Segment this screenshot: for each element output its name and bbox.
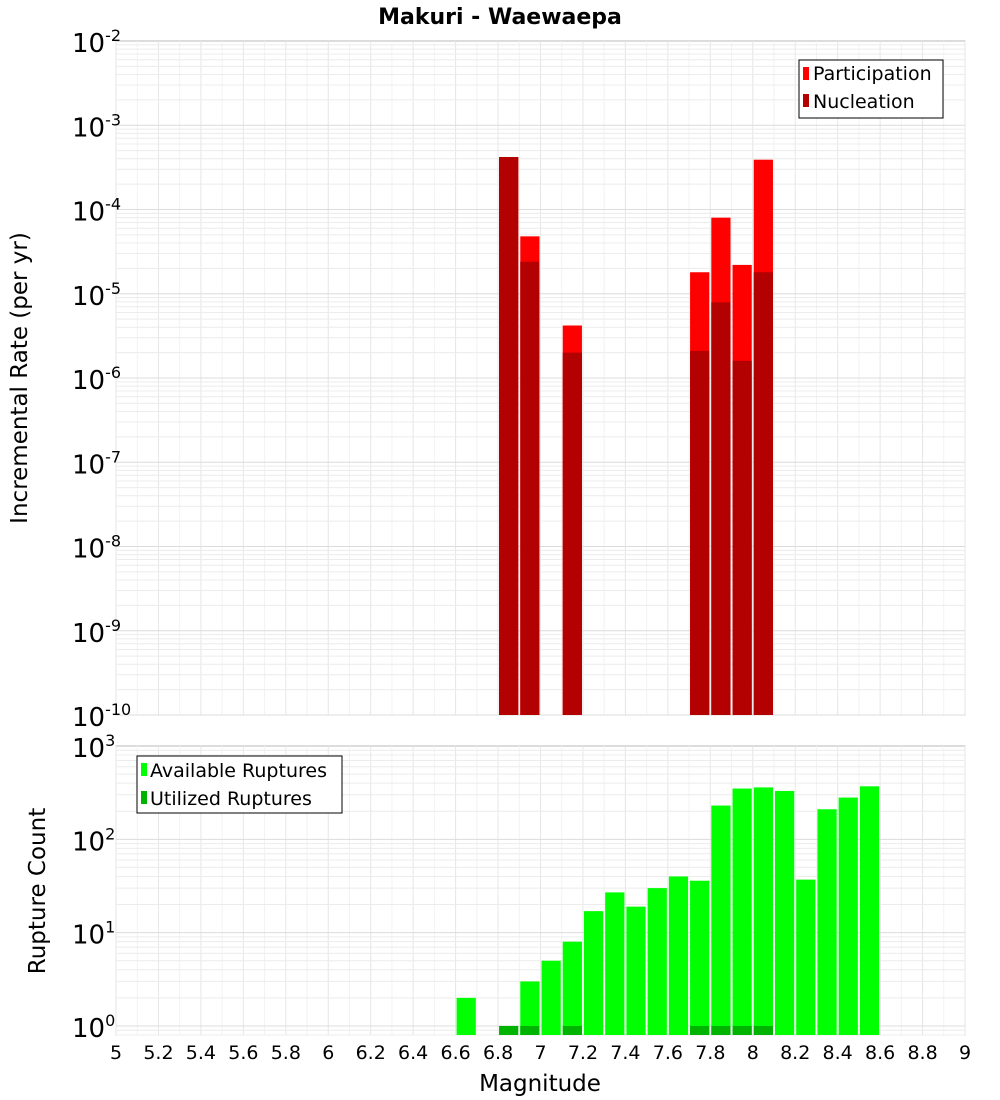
x-tick-label: 5.6: [228, 1042, 258, 1064]
legend-label-utilized: Utilized Ruptures: [150, 788, 312, 810]
bar-utilized-ruptures: [520, 1025, 540, 1035]
top-y-tick-labels: 10-10 10-9 10-8 10-7 10-6 10-5 10-4 10-3 10-2: [72, 26, 131, 733]
bar-available-ruptures: [859, 786, 880, 1035]
top-legend-box: [798, 59, 944, 119]
x-tick-label: 9: [959, 1042, 971, 1064]
y-tick-label: 10-8: [72, 532, 121, 565]
top-y-axis-label: Incremental Rate (per yr): [7, 232, 33, 524]
bottom-panel: 100 101 102 103 5 5.2 5.4 5.6 5.8 6 6.2 6.4 6.6 6.8 7…: [25, 731, 971, 1097]
bar-available-ruptures: [647, 888, 667, 1035]
x-tick-label: 8.6: [865, 1042, 895, 1064]
y-tick-label: 10-9: [72, 616, 121, 649]
bar-utilized-ruptures: [499, 1025, 519, 1035]
y-tick-label: 103: [72, 731, 115, 764]
bar-utilized-ruptures: [753, 1025, 773, 1035]
top-bars: [499, 156, 773, 716]
y-tick-label: 10-7: [72, 447, 121, 480]
x-tick-label: 7: [534, 1042, 546, 1064]
top-panel: 10-10 10-9 10-8 10-7 10-6 10-5 10-4 10-3 10-2 In…: [7, 26, 966, 733]
y-tick-label: 10-4: [72, 195, 121, 228]
bar-available-ruptures: [562, 941, 582, 1035]
bar-nucleation: [499, 156, 519, 716]
x-tick-label: 6.8: [483, 1042, 513, 1064]
x-tick-label: 6.2: [356, 1042, 386, 1064]
x-tick-label: 8: [747, 1042, 759, 1064]
y-tick-label: 100: [72, 1011, 115, 1044]
y-tick-label: 10-6: [72, 363, 121, 396]
bar-available-ruptures: [583, 911, 604, 1035]
y-tick-label: 101: [72, 918, 115, 951]
bar-nucleation: [562, 352, 582, 715]
bottom-y-tick-labels: 100 101 102 103: [72, 731, 115, 1044]
bar-available-ruptures: [690, 880, 710, 1035]
x-tick-label: 6: [322, 1042, 334, 1064]
x-tick-labels: 5 5.2 5.4 5.6 5.8 6 6.2 6.4 6.6 6.8 7 7.2 7.4 7.6 7.8 8…: [110, 1042, 971, 1064]
bar-available-ruptures: [753, 787, 773, 1035]
bottom-bars: [456, 786, 880, 1035]
y-tick-label: 10-2: [72, 26, 121, 59]
x-tick-label: 8.2: [780, 1042, 810, 1064]
chart-title: Makuri - Waewaepa: [378, 5, 622, 30]
x-tick-label: 6.6: [440, 1042, 470, 1064]
top-grid: [115, 41, 966, 716]
bar-available-ruptures: [732, 788, 752, 1035]
bottom-legend: Available Ruptures Utilized Ruptures: [136, 755, 343, 814]
x-tick-label: 7.6: [653, 1042, 683, 1064]
legend-swatch-participation: [803, 67, 809, 80]
x-tick-label: 8.4: [823, 1042, 853, 1064]
y-tick-label: 10-5: [72, 279, 121, 312]
legend-label-participation: Participation: [813, 63, 932, 85]
x-axis-label: Magnitude: [479, 1071, 601, 1097]
x-tick-label: 6.4: [398, 1042, 428, 1064]
bar-utilized-ruptures: [732, 1025, 752, 1035]
legend-label-nucleation: Nucleation: [813, 91, 915, 113]
bar-nucleation: [690, 350, 710, 715]
x-tick-label: 7.8: [695, 1042, 725, 1064]
bar-nucleation: [753, 272, 773, 715]
y-tick-label: 10-10: [72, 700, 131, 733]
bar-utilized-ruptures: [711, 1025, 731, 1035]
bar-nucleation: [732, 360, 752, 715]
x-tick-label: 8.8: [907, 1042, 937, 1064]
bar-available-ruptures: [774, 790, 795, 1035]
bar-available-ruptures: [838, 797, 858, 1035]
bar-available-ruptures: [668, 876, 689, 1035]
x-tick-label: 7.4: [610, 1042, 640, 1064]
x-tick-label: 5.2: [143, 1042, 173, 1064]
bar-available-ruptures: [456, 997, 476, 1035]
y-tick-label: 10-3: [72, 110, 121, 143]
x-tick-label: 5: [110, 1042, 122, 1064]
bar-utilized-ruptures: [690, 1025, 710, 1035]
legend-swatch-utilized: [141, 791, 147, 804]
bar-available-ruptures: [796, 879, 816, 1035]
bar-available-ruptures: [541, 960, 561, 1035]
bottom-legend-box: [136, 755, 343, 814]
x-tick-label: 7.2: [568, 1042, 598, 1064]
legend-swatch-nucleation: [803, 94, 809, 107]
bar-available-ruptures: [711, 805, 731, 1035]
bar-nucleation: [711, 302, 731, 715]
bar-utilized-ruptures: [562, 1025, 582, 1035]
bar-available-ruptures: [626, 906, 646, 1035]
x-tick-label: 5.8: [271, 1042, 301, 1064]
bar-available-ruptures: [605, 892, 625, 1035]
bar-available-ruptures: [520, 981, 540, 1035]
y-tick-label: 102: [72, 824, 115, 857]
bar-available-ruptures: [817, 809, 837, 1035]
bar-nucleation: [520, 261, 540, 715]
top-legend: Participation Nucleation: [798, 59, 944, 119]
legend-label-available: Available Ruptures: [150, 760, 327, 782]
bottom-y-axis-label: Rupture Count: [25, 808, 51, 974]
legend-swatch-available: [141, 763, 147, 776]
x-tick-label: 5.4: [186, 1042, 216, 1064]
